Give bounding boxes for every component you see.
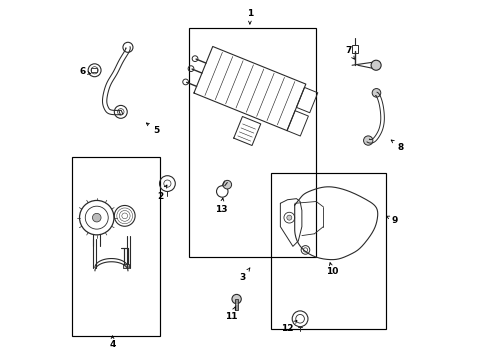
Bar [123, 264, 129, 268]
Text: 1: 1 [246, 9, 252, 24]
Circle shape [286, 215, 291, 220]
Bar [235, 299, 238, 310]
Text: 5: 5 [146, 123, 160, 135]
Bar [188, 28, 316, 257]
Text: 11: 11 [224, 307, 237, 321]
Text: 3: 3 [239, 268, 249, 282]
Text: 12: 12 [281, 320, 296, 333]
Text: 9: 9 [386, 216, 398, 225]
Bar [91, 68, 97, 72]
Circle shape [231, 294, 241, 304]
Text: 10: 10 [325, 263, 338, 276]
Text: 6: 6 [79, 67, 91, 76]
Circle shape [370, 60, 380, 70]
Bar [351, 45, 357, 53]
Circle shape [92, 213, 101, 222]
Bar [271, 173, 386, 329]
Text: 7: 7 [345, 46, 354, 59]
Text: 2: 2 [157, 185, 166, 201]
Text: 4: 4 [109, 336, 116, 350]
Text: 8: 8 [390, 140, 403, 152]
Circle shape [371, 89, 380, 97]
Circle shape [363, 136, 372, 145]
Text: 13: 13 [215, 198, 227, 214]
Bar [72, 157, 159, 336]
Circle shape [223, 180, 231, 189]
